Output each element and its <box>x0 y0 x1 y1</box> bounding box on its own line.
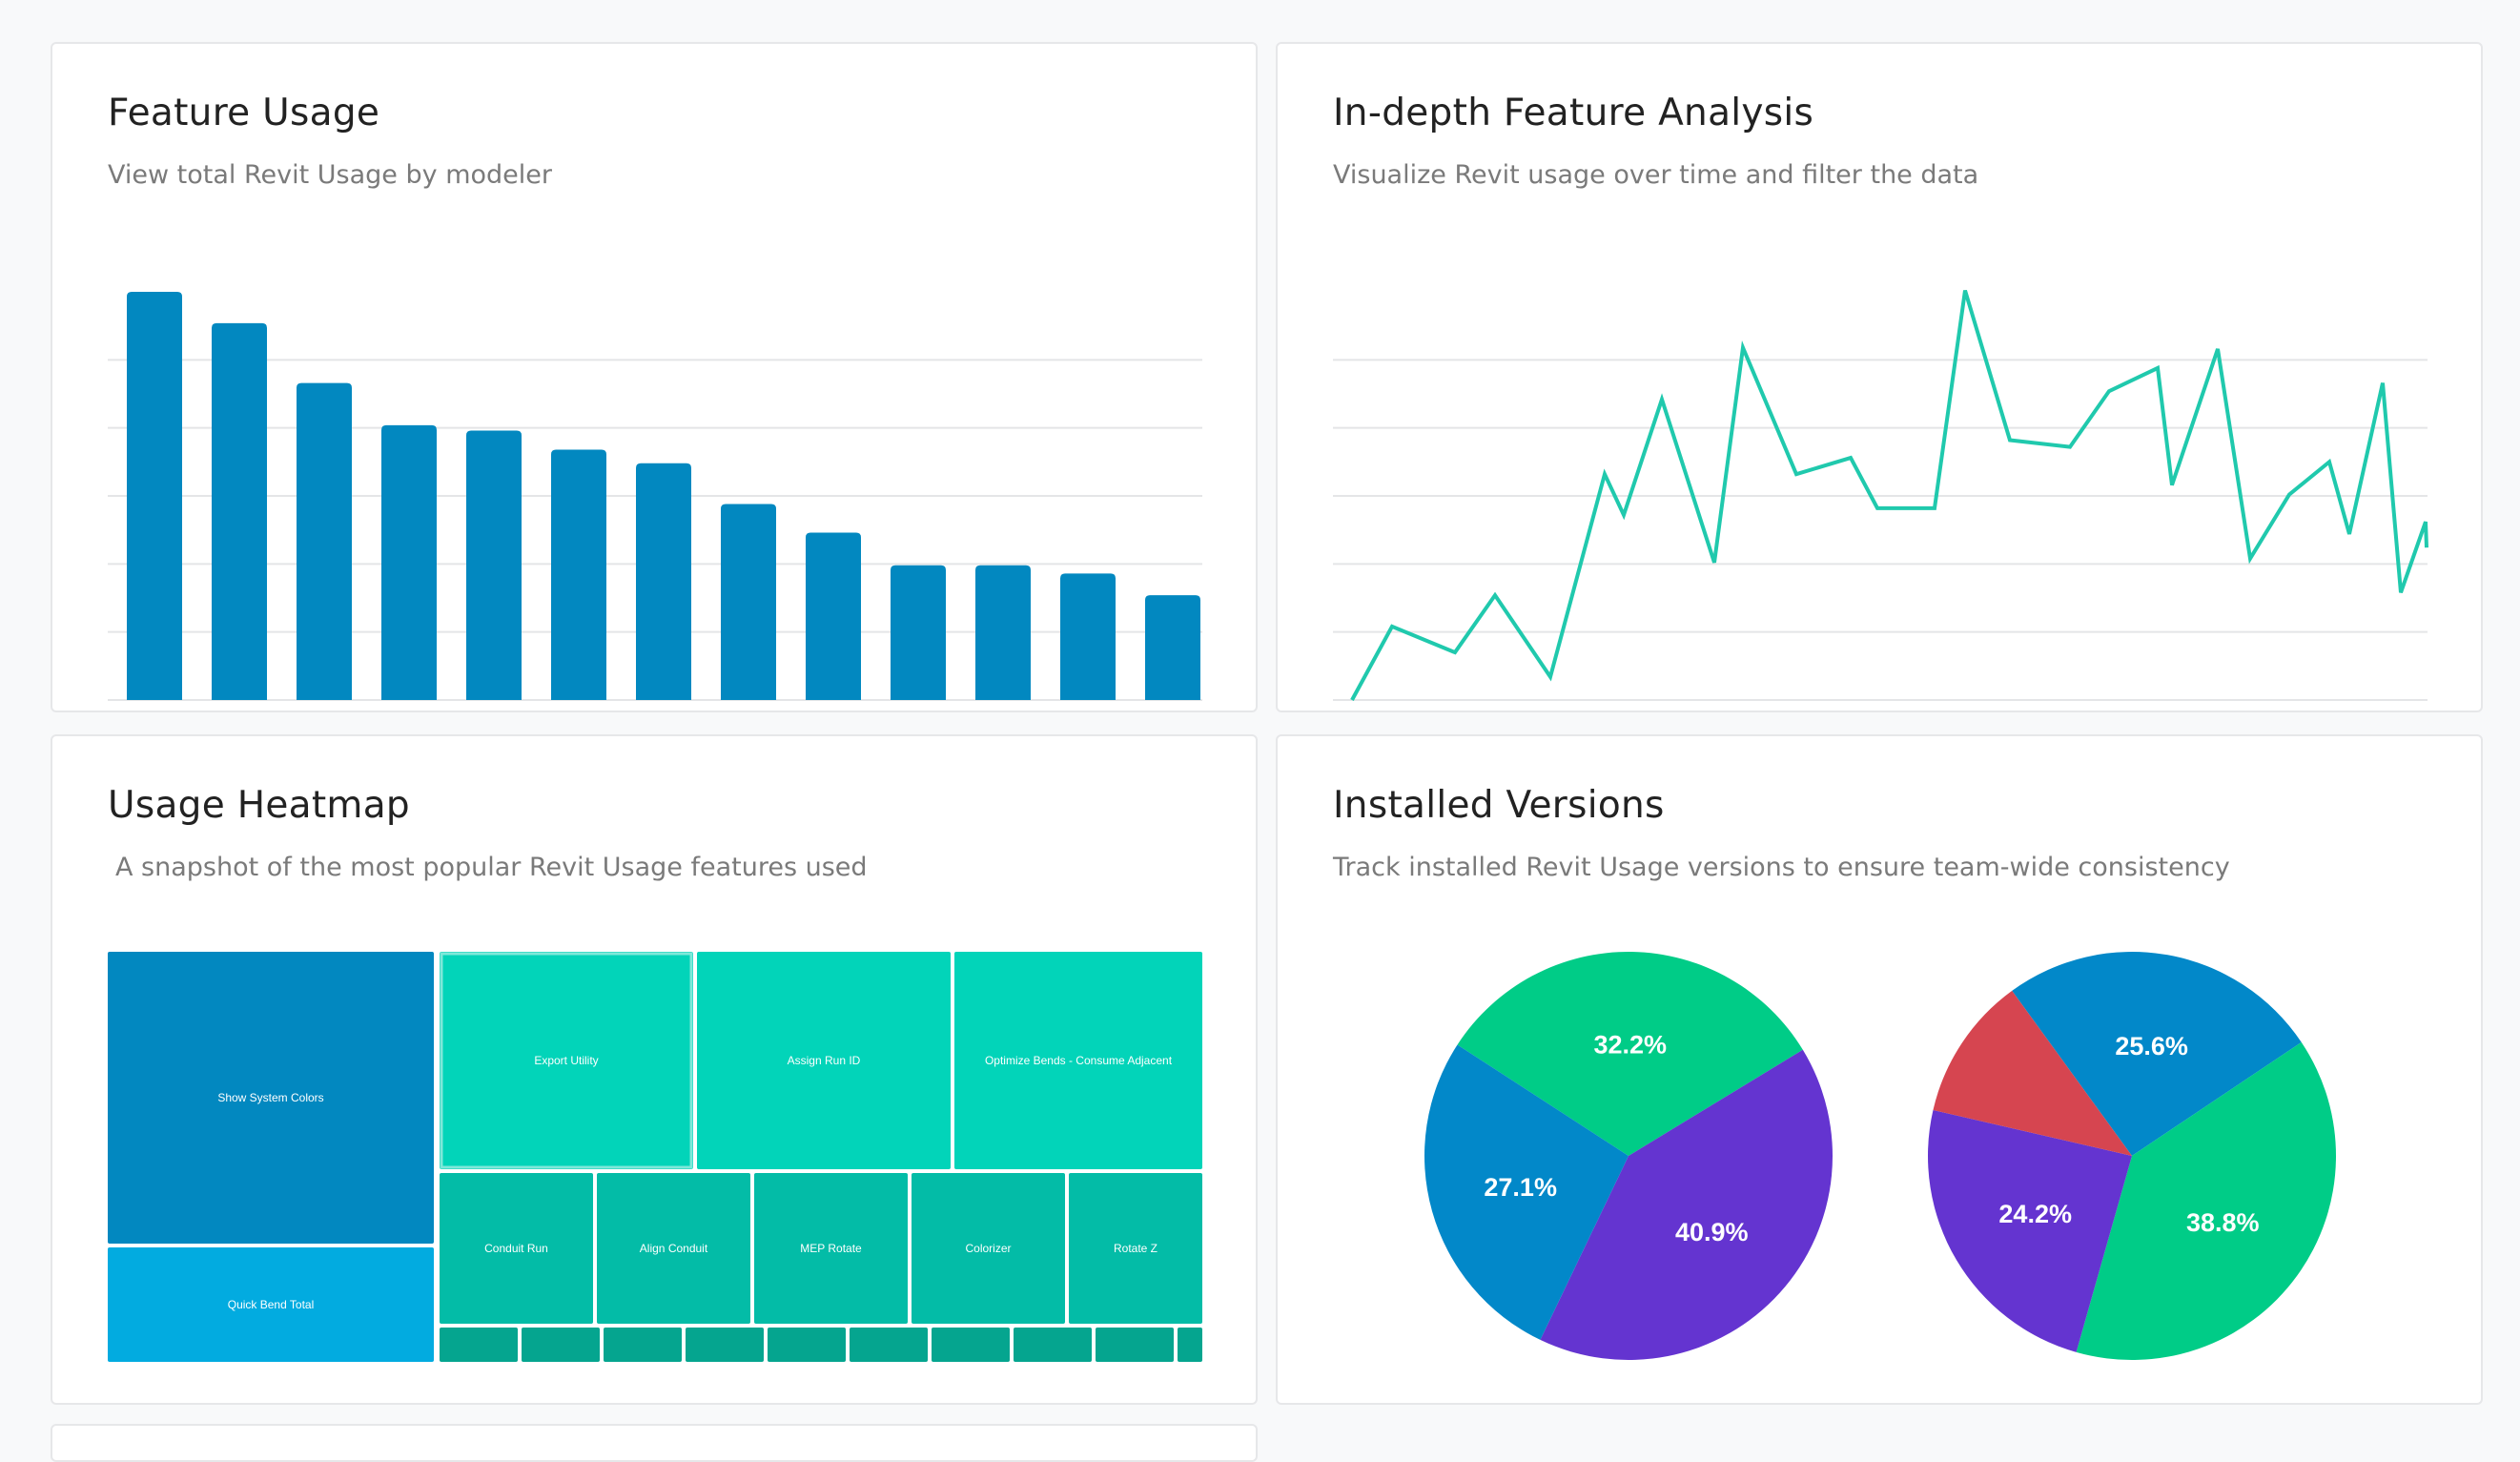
card-title: Usage Heatmap <box>108 784 410 827</box>
treemap-cell-rect <box>108 1247 434 1362</box>
treemap-cell-label: Rotate Z <box>1114 1242 1158 1255</box>
treemap-cell-label: Colorizer <box>965 1242 1011 1255</box>
card-subtitle: View total Revit Usage by modeler <box>108 160 552 190</box>
usage-heatmap-treemap[interactable]: Show System Colors Quick Bend Total Export… <box>108 952 1202 1362</box>
treemap-small-cell[interactable] <box>768 1328 846 1362</box>
treemap-cell-label: Optimize Bends - Consume Adjacent <box>985 1054 1173 1067</box>
pie-slice-label: 38.8% <box>2186 1208 2260 1237</box>
treemap-small-cell[interactable] <box>686 1328 764 1362</box>
bar-1[interactable] <box>127 292 182 700</box>
card-subtitle: Visualize Revit usage over time and filt… <box>1333 160 1979 190</box>
next-card-partial <box>51 1424 1258 1462</box>
treemap-cell-label: MEP Rotate <box>800 1242 862 1255</box>
card-title: Feature Usage <box>108 92 380 134</box>
pie-slice[interactable] <box>1540 1049 1833 1360</box>
installed-versions-card: Installed Versions Track installed Revit… <box>1276 734 2483 1405</box>
in-depth-analysis-card: In-depth Feature Analysis Visualize Revi… <box>1276 42 2483 712</box>
treemap-small-cell[interactable] <box>932 1328 1010 1362</box>
bar-12[interactable] <box>1060 573 1116 700</box>
pie-slice[interactable] <box>2076 1041 2336 1360</box>
pie-slice-label: 25.6% <box>2115 1032 2188 1060</box>
pie-slice[interactable] <box>1424 1044 1629 1340</box>
treemap-cell-label: Show System Colors <box>217 1091 323 1104</box>
pie-slice-label: 24.2% <box>1998 1200 2072 1228</box>
treemap-cell-rect <box>440 1173 593 1324</box>
treemap-cell-label: Assign Run ID <box>788 1054 861 1067</box>
treemap-cell[interactable]: Show System Colors <box>108 952 434 1244</box>
pie-slice-label: 32.2% <box>1593 1030 1667 1059</box>
card-subtitle: Track installed Revit Usage versions to … <box>1333 853 2230 882</box>
treemap-cell[interactable]: Export Utility <box>440 952 693 1169</box>
pie-slice[interactable] <box>2012 952 2302 1156</box>
treemap-small-cell[interactable] <box>850 1328 928 1362</box>
treemap-cell-rect <box>697 952 951 1169</box>
bar-7[interactable] <box>636 463 691 700</box>
bar-9[interactable] <box>806 532 861 700</box>
treemap-cell-label: Conduit Run <box>484 1242 548 1255</box>
installed-versions-pie-2[interactable]: 25.6% 38.8% 24.2% <box>1922 946 2342 1366</box>
treemap-cell-label: Align Conduit <box>640 1242 708 1255</box>
bar-5[interactable] <box>466 430 522 700</box>
treemap-cell[interactable]: Align Conduit <box>597 1173 750 1324</box>
card-subtitle: A snapshot of the most popular Revit Usa… <box>115 853 868 882</box>
bar-8[interactable] <box>721 504 776 700</box>
treemap-cell-rect <box>440 952 693 1169</box>
treemap-small-cell[interactable] <box>1014 1328 1092 1362</box>
treemap-cell[interactable]: Colorizer <box>912 1173 1065 1324</box>
treemap-small-cell[interactable] <box>1178 1328 1202 1362</box>
installed-versions-pie-1[interactable]: 32.2% 40.9% 27.1% <box>1419 946 1838 1366</box>
treemap-cell[interactable]: MEP Rotate <box>754 1173 908 1324</box>
treemap-small-cell[interactable] <box>604 1328 682 1362</box>
treemap-cell-rect <box>912 1173 1065 1324</box>
feature-usage-card: Feature Usage View total Revit Usage by … <box>51 42 1258 712</box>
treemap-cell-highlight <box>440 952 693 1169</box>
bar-2[interactable] <box>212 322 267 700</box>
pie-slice[interactable] <box>1928 1110 2132 1352</box>
pie-slice[interactable] <box>1933 990 2132 1156</box>
treemap-small-cell[interactable] <box>522 1328 600 1362</box>
feature-usage-bar-chart[interactable] <box>108 292 1202 702</box>
treemap-cell[interactable]: Conduit Run <box>440 1173 593 1324</box>
bar-3[interactable] <box>297 382 352 700</box>
pie-slice[interactable] <box>1457 952 1803 1156</box>
bar-13[interactable] <box>1145 595 1200 700</box>
treemap-cell-rect <box>597 1173 750 1324</box>
in-depth-line-chart[interactable] <box>1333 289 2428 702</box>
treemap-cell-label: Quick Bend Total <box>228 1298 315 1311</box>
treemap-cell-rect <box>954 952 1202 1169</box>
treemap-cell-label: Export Utility <box>534 1054 598 1067</box>
treemap-cell-rect <box>1069 1173 1202 1324</box>
card-title: In-depth Feature Analysis <box>1333 92 1814 134</box>
series-line[interactable] <box>1350 289 2428 701</box>
treemap-cell-rect <box>108 952 434 1244</box>
pie-slice-label: 27.1% <box>1484 1173 1557 1202</box>
treemap-cell[interactable]: Rotate Z <box>1069 1173 1202 1324</box>
pie-slice-label: 40.9% <box>1675 1218 1749 1246</box>
usage-heatmap-card: Usage Heatmap A snapshot of the most pop… <box>51 734 1258 1405</box>
treemap-small-cell[interactable] <box>440 1328 518 1362</box>
bar-4[interactable] <box>381 424 437 700</box>
treemap-small-cell[interactable] <box>1096 1328 1174 1362</box>
treemap-cell-rect <box>754 1173 908 1324</box>
card-title: Installed Versions <box>1333 784 1665 827</box>
treemap-cell[interactable]: Assign Run ID <box>697 952 951 1169</box>
bar-10[interactable] <box>891 565 946 700</box>
treemap-cell[interactable]: Quick Bend Total <box>108 1247 434 1362</box>
bar-6[interactable] <box>551 449 606 700</box>
bar-11[interactable] <box>975 565 1031 700</box>
treemap-cell[interactable]: Optimize Bends - Consume Adjacent <box>954 952 1202 1169</box>
